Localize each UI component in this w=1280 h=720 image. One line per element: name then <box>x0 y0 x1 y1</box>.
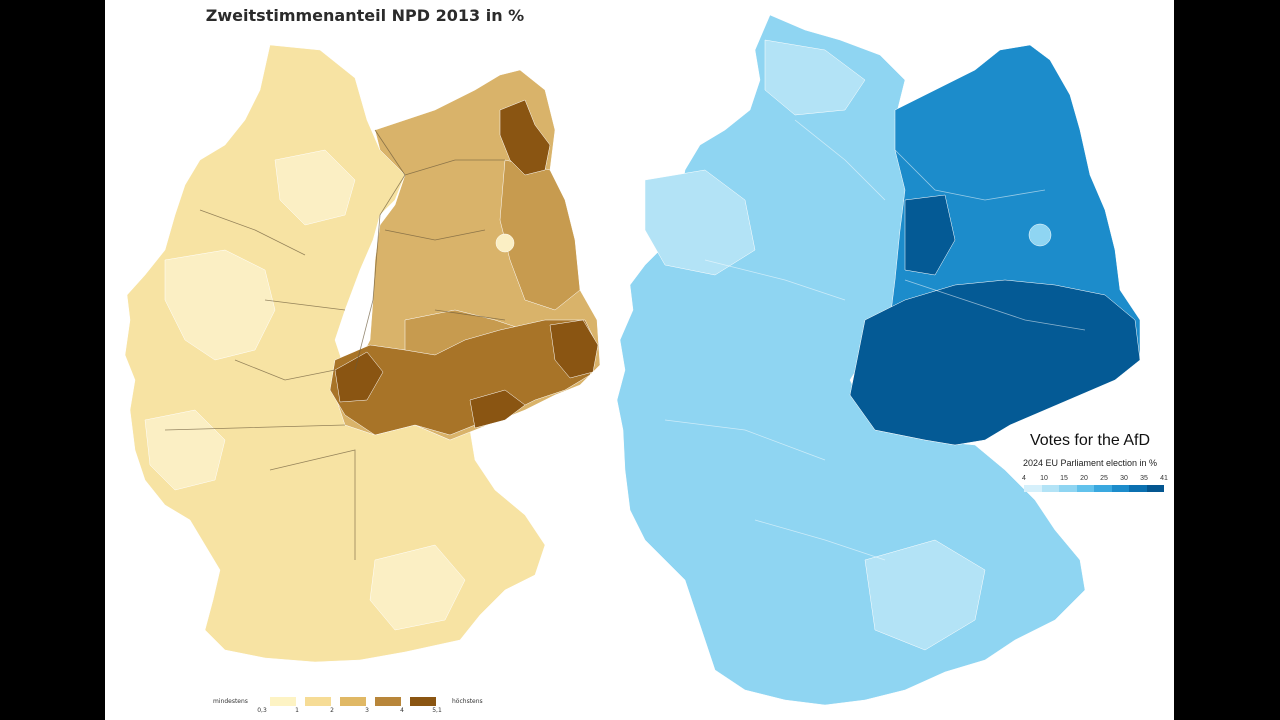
npd-legend-tick: 0,3 <box>257 707 267 714</box>
npd-legend-swatch <box>270 697 296 706</box>
afd-legend-color-step <box>1129 485 1147 492</box>
npd-darkest-region <box>469 389 526 429</box>
npd-map <box>124 44 601 663</box>
npd-darkest-region <box>549 319 599 379</box>
afd-west-light-patch <box>644 169 756 276</box>
afd-east-dark-region <box>849 279 1141 446</box>
afd-legend-tick: 10 <box>1040 475 1048 482</box>
npd-legend-low-label: mindestens <box>213 698 248 705</box>
afd-legend-color-step <box>1076 485 1094 492</box>
npd-darkest-region <box>499 99 551 176</box>
npd-west-germany-region <box>124 44 546 663</box>
afd-legend-tick: 35 <box>1140 475 1148 482</box>
npd-legend-tick: 5,1 <box>432 707 442 714</box>
afd-legend-ticks: 4 10 15 20 25 30 35 41 <box>1022 475 1168 485</box>
afd-legend-tick: 25 <box>1100 475 1108 482</box>
npd-west-light-patch <box>369 544 466 631</box>
npd-map-title: Zweitstimmenanteil NPD 2013 in % <box>205 6 525 25</box>
npd-legend-swatch <box>410 697 436 706</box>
npd-legend-tick: 2 <box>330 707 334 714</box>
afd-legend-color-step <box>1111 485 1129 492</box>
afd-legend-tick: 20 <box>1080 475 1088 482</box>
npd-legend-swatch <box>340 697 366 706</box>
map-canvas: Zweitstimmenanteil NPD 2013 in % mindest… <box>105 0 1174 720</box>
npd-state-borders <box>164 129 506 560</box>
npd-berlin-spot <box>495 233 515 253</box>
afd-legend-tick: 4 <box>1022 475 1026 482</box>
afd-state-borders <box>664 119 1086 561</box>
afd-legend-subtitle: 2024 EU Parliament election in % <box>1022 458 1158 468</box>
afd-west-light-patch <box>864 539 986 651</box>
npd-west-light-patch <box>274 149 356 226</box>
npd-legend-swatch <box>305 697 331 706</box>
npd-west-light-patch <box>164 249 276 361</box>
afd-west-light-patch <box>764 39 866 116</box>
npd-legend-tick: 1 <box>295 707 299 714</box>
npd-legend-high-label: höchstens <box>452 698 483 705</box>
npd-legend-tick: 3 <box>365 707 369 714</box>
afd-legend-color-step <box>1094 485 1112 492</box>
npd-east-dark-region <box>329 319 598 436</box>
afd-legend-color-step <box>1024 485 1042 492</box>
afd-legend-tick: 15 <box>1060 475 1068 482</box>
npd-darkest-region <box>334 351 384 403</box>
npd-legend-tick: 4 <box>400 707 404 714</box>
afd-legend-title: Votes for the AfD <box>1029 432 1151 449</box>
afd-legend-color-step <box>1041 485 1059 492</box>
afd-legend-color-step <box>1146 485 1164 492</box>
afd-legend-tick: 30 <box>1120 475 1128 482</box>
afd-berlin-spot <box>1028 223 1052 247</box>
afd-legend-colorbar <box>1024 485 1164 492</box>
afd-map <box>616 14 1141 706</box>
afd-legend-color-step <box>1059 485 1077 492</box>
npd-legend-swatch <box>375 697 401 706</box>
afd-legend-tick: 41 <box>1160 475 1168 482</box>
afd-east-dark-region <box>904 194 956 276</box>
